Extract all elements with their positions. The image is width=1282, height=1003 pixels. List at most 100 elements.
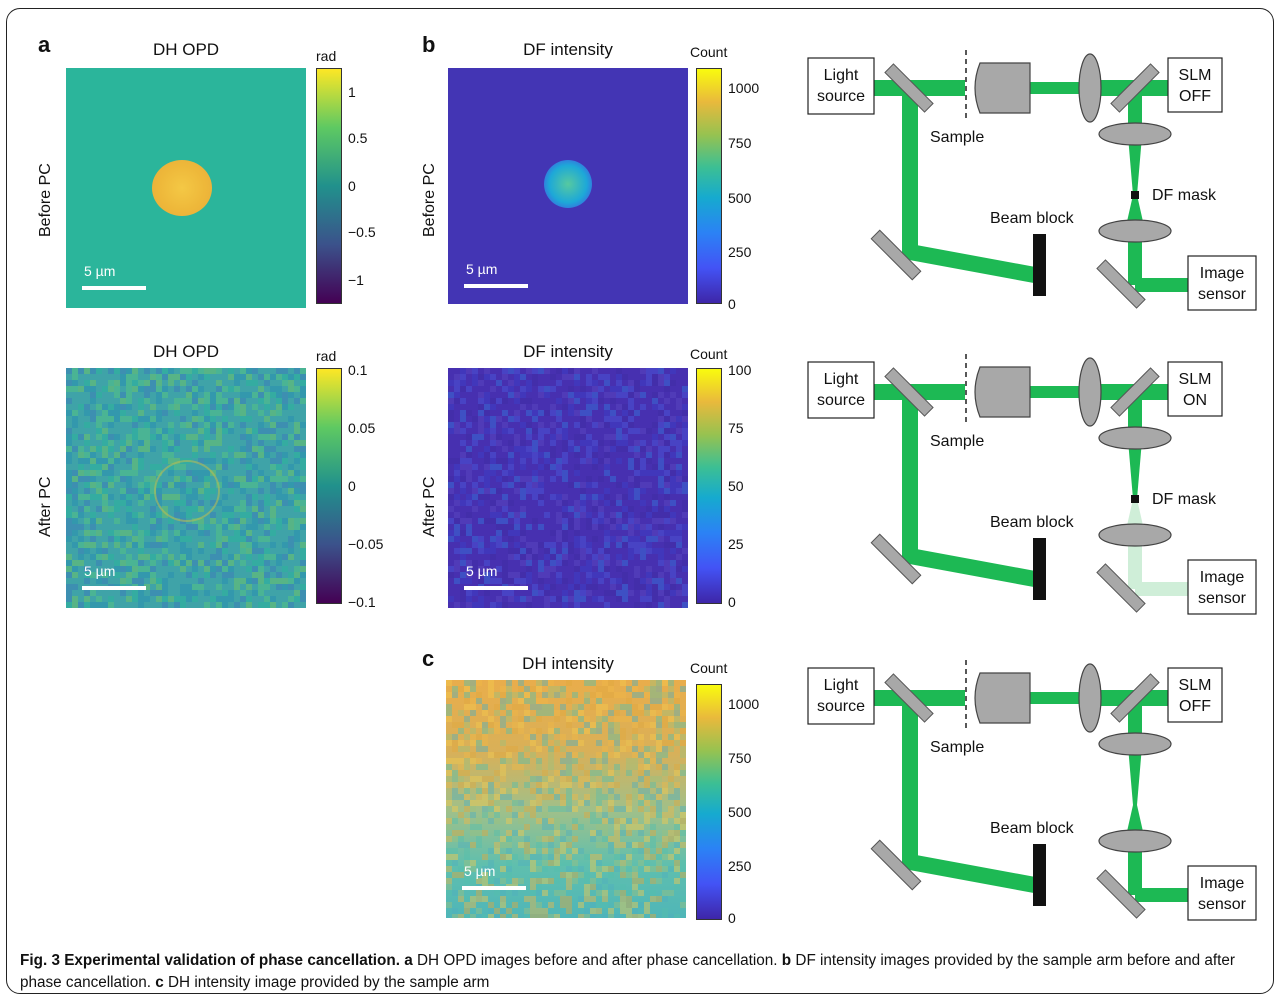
colorbar-tick: 0.1	[348, 362, 368, 378]
colorbar-tick: 0	[728, 594, 736, 610]
svg-text:OFF: OFF	[1179, 88, 1211, 105]
svg-text:Sample: Sample	[930, 433, 984, 450]
figure-caption: Fig. 3 Experimental validation of phase …	[20, 950, 1260, 994]
colorbar-tick: −1	[348, 272, 364, 288]
caption-fig-number: Fig. 3	[20, 952, 60, 969]
dh-intensity-image: 5 µm	[446, 680, 686, 918]
colorbar-tick: 500	[728, 804, 752, 820]
scale-bar-label: 5 µm	[464, 863, 496, 879]
svg-text:sensor: sensor	[1198, 590, 1247, 607]
colorbar-tick: 100	[728, 362, 752, 378]
colorbar-tick: 0.5	[348, 130, 368, 146]
svg-text:SLM: SLM	[1179, 371, 1212, 388]
colorbar-tick: 0	[348, 478, 356, 494]
colorbar-b-top-unit: Count	[690, 44, 728, 60]
svg-text:ON: ON	[1183, 392, 1207, 409]
colorbar-tick: 25	[728, 536, 744, 552]
scale-bar-label: 5 µm	[84, 263, 116, 279]
svg-text:Beam block: Beam block	[990, 514, 1075, 531]
panel-c-title: DH intensity	[522, 654, 614, 673]
svg-text:OFF: OFF	[1179, 698, 1211, 715]
colorbar-b-bottom-unit: Count	[690, 346, 728, 362]
colorbar-a-top-unit: rad	[316, 48, 337, 64]
svg-text:Sample: Sample	[930, 129, 984, 146]
colorbar-tick: 250	[728, 858, 752, 874]
svg-text:source: source	[817, 88, 865, 105]
df-intensity-before-image: 5 µm	[448, 68, 688, 304]
scale-bar	[82, 586, 146, 590]
svg-text:Image: Image	[1200, 569, 1245, 586]
row-label-before-b: Before PC	[421, 163, 438, 237]
colorbar-tick: 500	[728, 190, 752, 206]
colorbar-tick: −0.5	[348, 224, 376, 240]
svg-text:Light: Light	[824, 677, 859, 694]
colorbar-tick: 1	[348, 84, 356, 100]
dh-opd-before-image: 5 µm	[66, 68, 306, 308]
scale-bar	[464, 284, 528, 288]
colorbar-c	[696, 684, 722, 920]
svg-text:DF mask: DF mask	[1152, 187, 1217, 204]
colorbar-tick: −0.1	[348, 594, 376, 610]
svg-text:Light: Light	[824, 371, 859, 388]
scale-bar-label: 5 µm	[84, 563, 116, 579]
scale-bar-label: 5 µm	[466, 563, 498, 579]
row-label-after-b: After PC	[421, 476, 438, 537]
colorbar-tick: 1000	[728, 696, 760, 712]
caption-b-label: b	[781, 952, 792, 969]
figure-frame	[6, 8, 1274, 994]
setup-diagram-2: Light source Sample SLM ON DF mask Beam block I…	[807, 354, 1257, 615]
svg-text:Image: Image	[1200, 265, 1245, 282]
caption-b-text: DF intensity images provided by the samp…	[20, 952, 1235, 991]
caption-a-label: a	[404, 952, 413, 969]
row-label-after-a: After PC	[37, 476, 54, 537]
df-intensity-after-image: 5 µm	[448, 368, 688, 608]
colorbar-tick: 250	[728, 244, 752, 260]
setup-diagram-3: Light source Sample SLM OFF Beam block Image se…	[807, 660, 1257, 921]
scale-bar	[464, 586, 528, 590]
scale-bar	[462, 886, 526, 890]
colorbar-tick: 0	[348, 178, 356, 194]
svg-text:Beam block: Beam block	[990, 820, 1075, 837]
svg-text:Beam block: Beam block	[990, 210, 1075, 227]
colorbar-a-bottom	[316, 368, 342, 604]
colorbar-a-bottom-unit: rad	[316, 348, 337, 364]
caption-title: Experimental validation of phase cancell…	[64, 952, 400, 969]
svg-text:Light: Light	[824, 67, 859, 84]
panel-a-top-title: DH OPD	[152, 40, 220, 59]
svg-text:SLM: SLM	[1179, 67, 1212, 84]
svg-text:Image: Image	[1200, 875, 1245, 892]
colorbar-tick: 0	[728, 910, 736, 926]
colorbar-tick: 50	[728, 478, 744, 494]
colorbar-b-top	[696, 68, 722, 304]
panel-a-bottom-title: DH OPD	[152, 342, 220, 361]
panel-b-bottom-title: DF intensity	[523, 342, 613, 361]
caption-a-text: DH OPD images before and after phase can…	[417, 952, 778, 969]
scale-bar-label: 5 µm	[466, 261, 498, 277]
colorbar-tick: 0	[728, 296, 736, 312]
colorbar-tick: 75	[728, 420, 744, 436]
colorbar-tick: 1000	[728, 80, 760, 96]
colorbar-c-unit: Count	[690, 660, 728, 676]
svg-text:source: source	[817, 392, 865, 409]
panel-label-a: a	[38, 32, 51, 57]
panel-label-c: c	[422, 646, 435, 671]
svg-text:sensor: sensor	[1198, 896, 1247, 913]
svg-text:source: source	[817, 698, 865, 715]
row-label-before-a: Before PC	[37, 163, 54, 237]
caption-c-text: DH intensity image provided by the sampl…	[167, 974, 490, 991]
colorbar-tick: 750	[728, 135, 752, 151]
colorbar-b-bottom	[696, 368, 722, 604]
scale-bar	[82, 286, 146, 290]
svg-text:Sample: Sample	[930, 739, 984, 756]
panel-label-b: b	[422, 32, 436, 57]
svg-text:DF mask: DF mask	[1152, 491, 1217, 508]
dh-opd-after-image: 5 µm	[66, 368, 306, 608]
caption-c-label: c	[155, 974, 164, 991]
svg-text:sensor: sensor	[1198, 286, 1247, 303]
setup-diagram-1: Light source Sample SLM OFF DF mask Beam block…	[807, 50, 1257, 311]
colorbar-tick: 750	[728, 750, 752, 766]
colorbar-a-top	[316, 68, 342, 304]
svg-text:SLM: SLM	[1179, 677, 1212, 694]
colorbar-tick: 0.05	[348, 420, 376, 436]
panel-b-top-title: DF intensity	[523, 40, 613, 59]
